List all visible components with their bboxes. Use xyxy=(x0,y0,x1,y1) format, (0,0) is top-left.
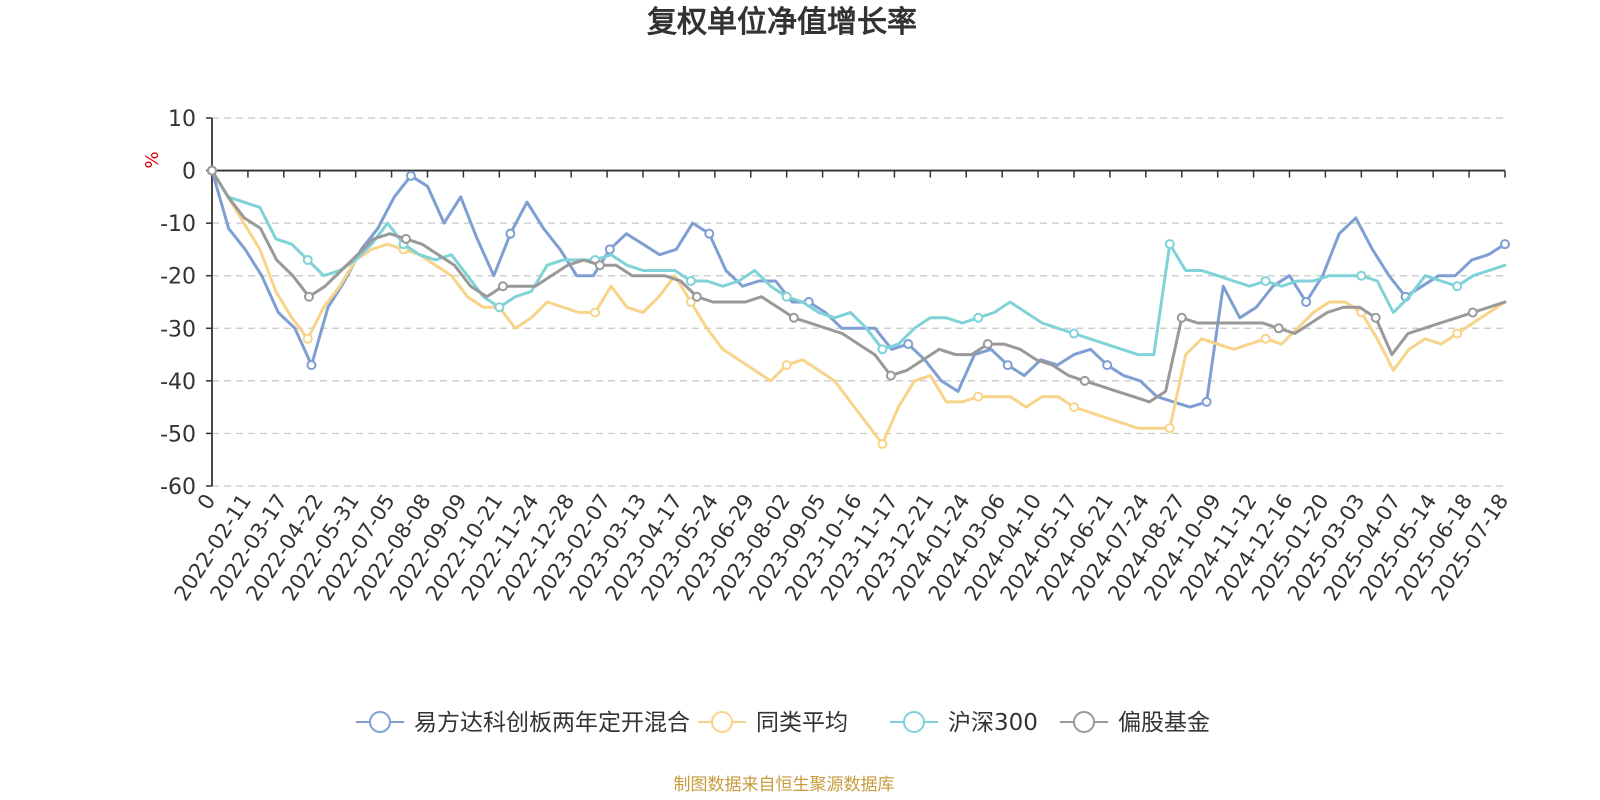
data-point xyxy=(1452,281,1463,292)
data-point xyxy=(704,228,715,239)
data-point xyxy=(1164,239,1175,250)
data-point xyxy=(497,281,508,292)
data-point xyxy=(982,339,993,350)
legend-swatch-circle xyxy=(903,711,925,733)
y-tick-label: 10 xyxy=(168,107,196,132)
y-tick-label: -10 xyxy=(160,212,196,237)
data-point xyxy=(973,391,984,402)
data-point xyxy=(685,275,696,286)
data-point xyxy=(302,254,313,265)
legend-item-2[interactable]: 沪深300 xyxy=(890,710,1038,736)
data-point xyxy=(1176,312,1187,323)
data-point xyxy=(405,170,416,181)
data-point xyxy=(877,438,888,449)
data-point xyxy=(885,370,896,381)
data-point xyxy=(1356,270,1367,281)
series-line-3 xyxy=(210,169,1507,404)
legend-label: 易方达科创板两年定开混合 xyxy=(414,710,690,736)
data-point xyxy=(505,228,516,239)
legend[interactable]: 易方达科创板两年定开混合 同类平均 沪深300 偏股基金 xyxy=(356,710,1210,736)
data-point xyxy=(1260,275,1271,286)
data-point xyxy=(1467,307,1478,318)
data-point xyxy=(1079,375,1090,386)
series-layer xyxy=(207,165,1510,449)
data-point xyxy=(1069,328,1079,339)
axis-layer: 100-10-20-30-40-50-6002022-02-112022-03-… xyxy=(160,107,1513,605)
data-point xyxy=(207,165,217,176)
data-point xyxy=(903,339,914,350)
legend-swatch-circle xyxy=(369,711,391,733)
data-point xyxy=(1102,360,1113,371)
data-point xyxy=(400,233,411,244)
y-tick-label: -40 xyxy=(160,370,196,395)
data-point xyxy=(594,260,605,271)
y-tick-label: -30 xyxy=(160,317,196,342)
series-line-0 xyxy=(210,169,1507,409)
x-tick-label: 0 xyxy=(193,490,220,514)
legend-item-0[interactable]: 易方达科创板两年定开混合 xyxy=(356,710,690,736)
data-point xyxy=(973,312,984,323)
data-point xyxy=(781,360,792,371)
y-tick-label: -50 xyxy=(160,422,196,447)
data-point xyxy=(1273,323,1284,334)
series-line-2 xyxy=(210,169,1507,357)
legend-label: 沪深300 xyxy=(948,710,1038,736)
legend-label: 同类平均 xyxy=(756,710,848,736)
data-point xyxy=(306,360,317,371)
data-point xyxy=(1164,423,1175,434)
data-point xyxy=(691,291,702,302)
data-point xyxy=(1201,396,1212,407)
y-tick-label: -60 xyxy=(160,475,196,500)
data-point xyxy=(1452,328,1463,339)
data-point xyxy=(685,297,696,307)
y-tick-label: -20 xyxy=(160,265,196,290)
data-source-note: 制图数据来自恒生聚源数据库 xyxy=(674,775,895,795)
legend-item-3[interactable]: 偏股基金 xyxy=(1060,710,1210,736)
legend-item-1[interactable]: 同类平均 xyxy=(698,710,848,736)
legend-swatch-circle xyxy=(1073,711,1095,733)
data-point xyxy=(788,312,799,323)
legend-swatch-circle xyxy=(711,711,733,733)
y-axis-unit: % xyxy=(142,151,163,168)
data-point xyxy=(303,291,314,302)
data-point xyxy=(604,244,615,255)
data-point xyxy=(1301,297,1312,307)
data-point xyxy=(781,291,792,302)
data-point xyxy=(302,333,313,344)
data-point xyxy=(494,302,505,313)
chart-title: 复权单位净值增长率 xyxy=(647,5,917,40)
data-point xyxy=(1260,333,1271,344)
data-point xyxy=(1500,239,1510,250)
data-point xyxy=(1002,360,1013,371)
series-line-1 xyxy=(210,169,1507,446)
data-point xyxy=(877,344,888,355)
data-point xyxy=(1370,312,1381,323)
data-point xyxy=(590,307,601,318)
y-tick-label: 0 xyxy=(182,160,196,185)
data-point xyxy=(1069,402,1079,413)
legend-label: 偏股基金 xyxy=(1118,710,1210,736)
